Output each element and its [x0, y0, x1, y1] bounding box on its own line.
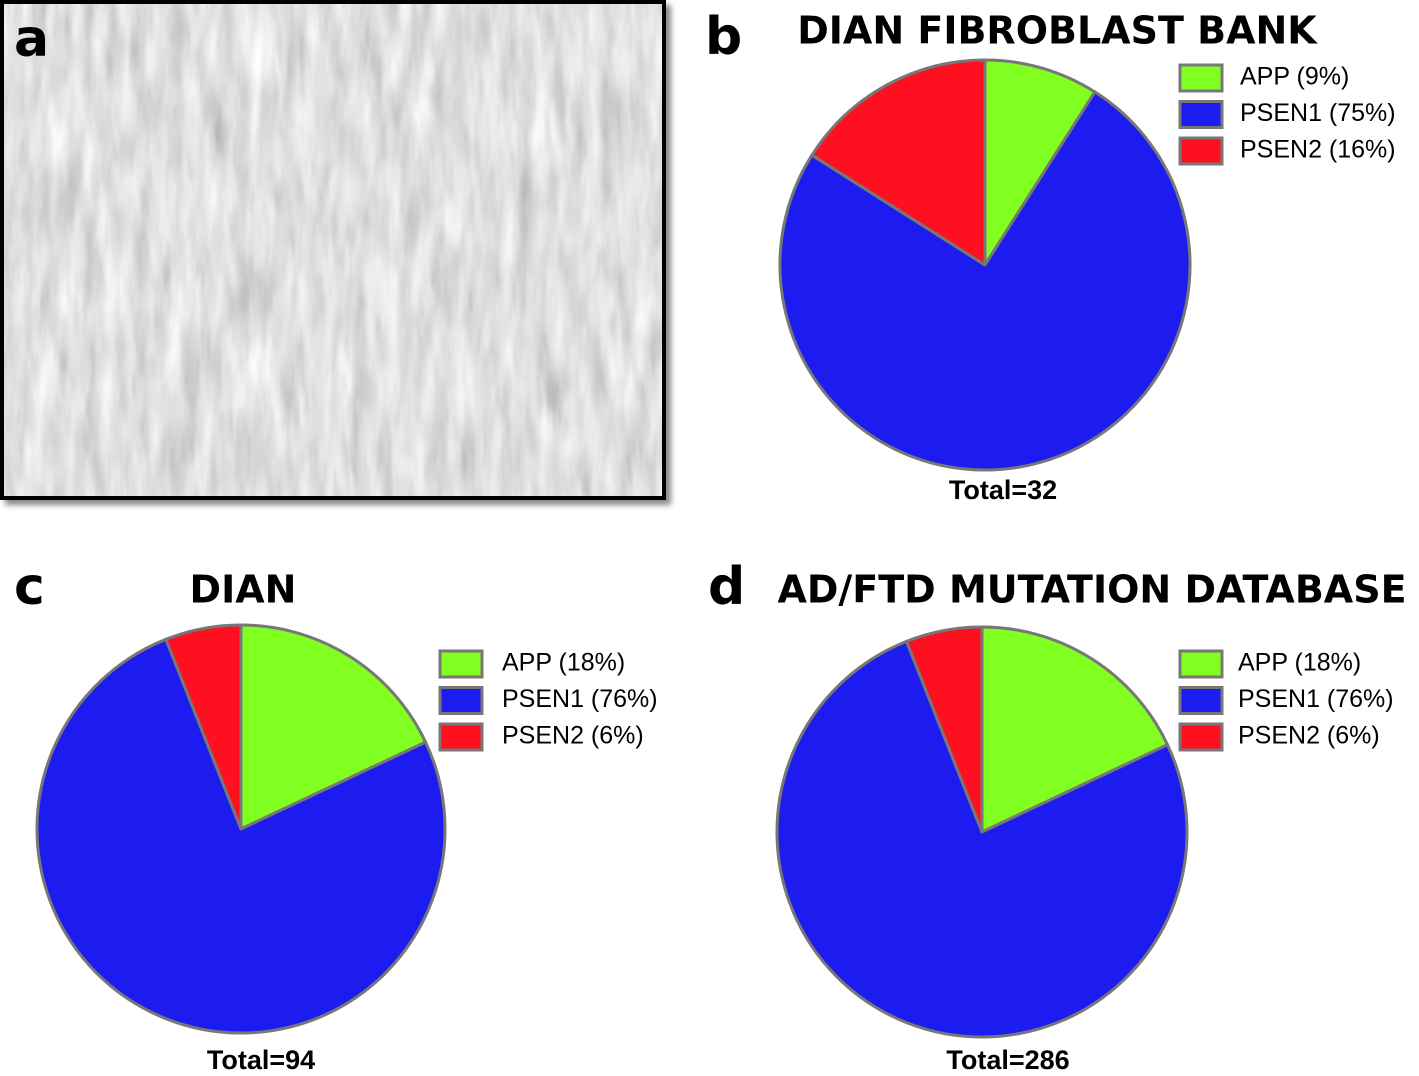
legend-swatch — [438, 686, 484, 715]
legend-label: APP (18%) — [502, 649, 625, 677]
total-label: Total=286 — [946, 1045, 1069, 1075]
legend-swatch — [1178, 136, 1224, 166]
panel-label: b — [705, 7, 742, 67]
legend-swatch — [1178, 722, 1224, 752]
legend-swatch — [1178, 100, 1224, 129]
legend-label: PSEN2 (6%) — [502, 722, 644, 750]
micrograph: a — [0, 0, 666, 500]
pie-slice — [164, 623, 243, 831]
legend-label: APP (18%) — [1238, 649, 1361, 677]
legend-label: PSEN1 (76%) — [1238, 685, 1394, 713]
pie-slice — [775, 639, 1189, 1039]
panel-label: c — [14, 557, 45, 617]
panel-label: a — [14, 9, 49, 69]
pie-slice — [905, 625, 984, 834]
legend-swatch — [1178, 649, 1224, 679]
pie-slice — [983, 58, 1097, 267]
panel-label: d — [708, 557, 745, 617]
legend-label: PSEN1 (76%) — [502, 685, 658, 713]
legend-label: PSEN2 (6%) — [1238, 722, 1380, 750]
chart-title: DIAN FIBROBLAST BANK — [797, 9, 1318, 53]
legend-label: PSEN2 (16%) — [1240, 136, 1396, 164]
legend-swatch — [1178, 63, 1224, 93]
legend-label: PSEN1 (75%) — [1240, 99, 1396, 127]
pie-slice — [980, 625, 1169, 834]
legend-swatch — [438, 649, 484, 679]
total-label: Total=94 — [207, 1045, 315, 1075]
pie-slice — [35, 637, 447, 1035]
legend-swatch — [1178, 686, 1224, 715]
total-label: Total=32 — [949, 475, 1057, 505]
pie-slice — [239, 623, 428, 831]
chart-title: DIAN — [190, 568, 297, 612]
micrograph-texture — [4, 4, 662, 496]
pie-slice — [810, 58, 987, 267]
chart-title: AD/FTD MUTATION DATABASE — [777, 568, 1406, 612]
legend-label: APP (9%) — [1240, 63, 1349, 91]
pie-slice — [778, 90, 1192, 472]
legend-swatch — [438, 722, 484, 752]
